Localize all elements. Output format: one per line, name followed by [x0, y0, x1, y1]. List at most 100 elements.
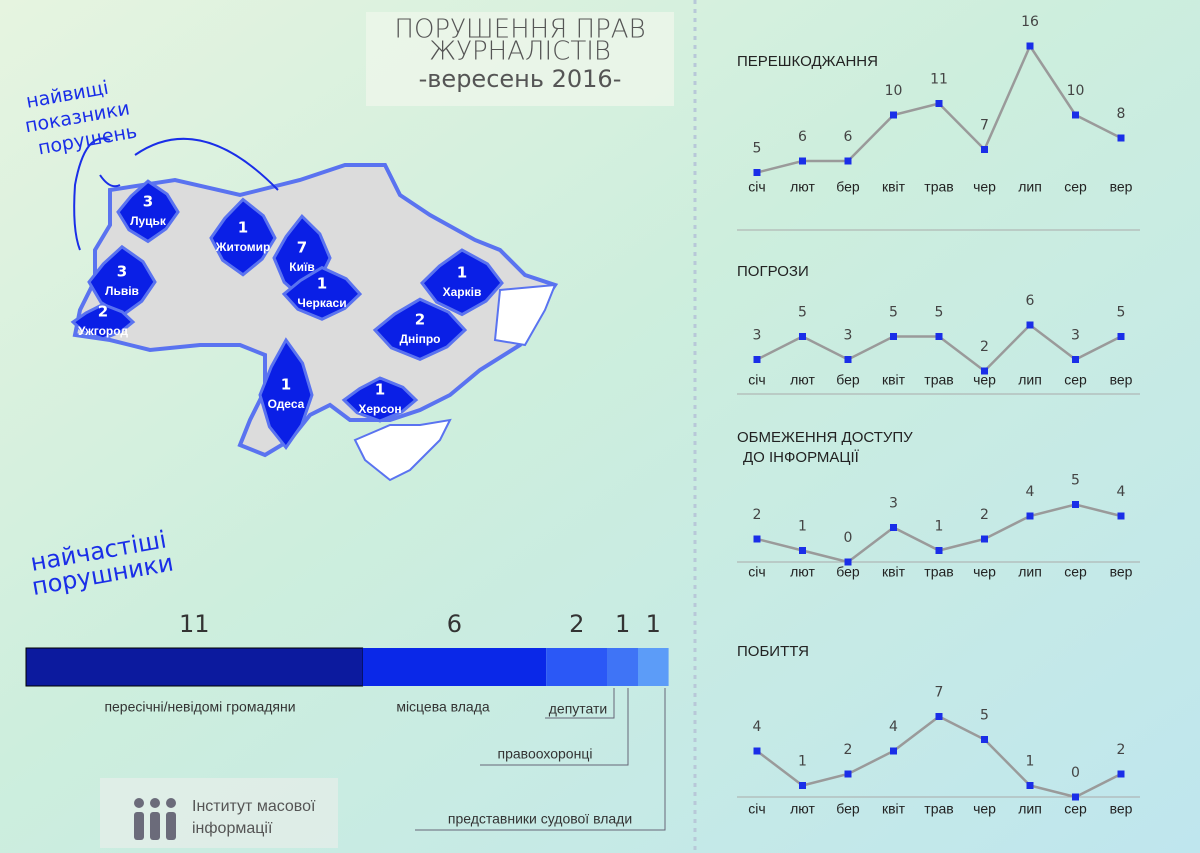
logo-icon: [134, 798, 176, 840]
point: [1026, 782, 1034, 789]
point: [981, 736, 988, 743]
region: [70, 302, 136, 341]
region-value: 2: [98, 303, 108, 321]
point: [1072, 793, 1079, 801]
point: [1026, 42, 1034, 50]
chart-title: ДО ІНФОРМАЦІЇ: [743, 449, 860, 466]
x-tick-label: квіт: [882, 372, 906, 388]
point: [799, 333, 806, 340]
point: [799, 782, 806, 789]
value-label: 11: [179, 610, 210, 638]
x-tick-label: трав: [924, 372, 953, 388]
x-tick-label: квіт: [882, 801, 906, 817]
region-label: Львів: [105, 284, 139, 298]
x-tick-label: лип: [1018, 179, 1042, 195]
value-label: 4: [753, 719, 762, 735]
point: [1117, 333, 1125, 340]
leader-line: [480, 688, 629, 766]
point: [1026, 321, 1034, 329]
legend-label: місцева влада: [396, 699, 490, 715]
value-label: 1: [798, 754, 807, 770]
x-tick-label: бер: [836, 179, 860, 195]
x-tick-label: лют: [790, 801, 815, 817]
point: [844, 157, 852, 165]
x-tick-label: лип: [1018, 372, 1042, 388]
region-label: Черкаси: [297, 296, 346, 310]
value-label: 2: [569, 610, 584, 638]
logo-text: інформації: [192, 820, 273, 837]
region: [87, 244, 157, 318]
chart-title: ОБМЕЖЕННЯ ДОСТУПУ: [737, 429, 913, 446]
value-label: 5: [1071, 473, 1080, 489]
x-tick-label: вер: [1110, 564, 1133, 580]
value-label: 16: [1021, 14, 1039, 30]
value-label: 3: [1071, 328, 1080, 344]
x-tick-label: чер: [973, 179, 996, 195]
region-label: Луцьк: [130, 214, 167, 228]
point: [890, 524, 897, 531]
value-label: 3: [889, 496, 898, 512]
value-label: 6: [844, 129, 853, 145]
point: [1072, 501, 1079, 508]
x-tick-label: лют: [790, 564, 815, 580]
value-label: 5: [798, 305, 807, 321]
crimea: [353, 418, 452, 482]
region: [209, 197, 277, 277]
value-label: 4: [1026, 484, 1035, 500]
x-tick-label: чер: [973, 564, 996, 580]
x-tick-label: бер: [836, 372, 860, 388]
region: [116, 179, 180, 244]
value-label: 3: [753, 328, 762, 344]
legend-label: представники судової влади: [448, 811, 632, 827]
region-value: 2: [415, 311, 425, 329]
legend-label: правоохоронці: [498, 746, 593, 762]
region: [372, 297, 468, 362]
legend-label: депутати: [549, 701, 608, 717]
x-tick-label: лют: [790, 179, 815, 195]
x-tick-label: трав: [924, 564, 953, 580]
bar-segment: [546, 648, 608, 686]
value-label: 10: [1067, 83, 1085, 99]
x-tick-label: січ: [748, 564, 765, 580]
x-tick-label: трав: [924, 801, 953, 817]
x-tick-label: вер: [1110, 372, 1133, 388]
value-label: 1: [935, 519, 944, 535]
legend-label: пересічні/невідомі громадяни: [104, 699, 295, 715]
point: [890, 333, 897, 340]
value-label: 2: [980, 507, 989, 523]
point: [981, 367, 988, 375]
x-tick-label: січ: [748, 801, 765, 817]
arrow: [73, 137, 111, 251]
point: [890, 111, 897, 119]
value-label: 5: [1117, 305, 1126, 321]
value-label: 7: [980, 118, 989, 134]
leader-line: [545, 688, 615, 719]
bar-segment: [25, 647, 364, 687]
x-tick-label: бер: [836, 564, 860, 580]
point: [844, 356, 852, 363]
point: [753, 356, 761, 363]
x-tick-label: вер: [1110, 179, 1133, 195]
point: [935, 547, 943, 554]
x-tick-label: чер: [973, 372, 996, 388]
value-label: 6: [447, 610, 462, 638]
region-value: 1: [457, 264, 467, 282]
point: [981, 535, 988, 543]
value-label: 2: [753, 507, 762, 523]
x-tick-label: сер: [1064, 179, 1087, 195]
region-value: 1: [238, 219, 248, 237]
value-label: 1: [798, 519, 807, 535]
value-label: 4: [1117, 484, 1126, 500]
chart-title: ПОГРОЗИ: [737, 263, 809, 280]
point: [753, 747, 761, 755]
value-label: 2: [1117, 742, 1126, 758]
value-label: 8: [1117, 106, 1126, 122]
point: [799, 157, 806, 165]
title-box: [366, 12, 674, 106]
point: [981, 146, 988, 153]
region-label: Харків: [443, 285, 482, 299]
point: [935, 333, 943, 340]
logo-text: Інститут масової: [192, 798, 316, 815]
bar-segment: [638, 648, 669, 686]
